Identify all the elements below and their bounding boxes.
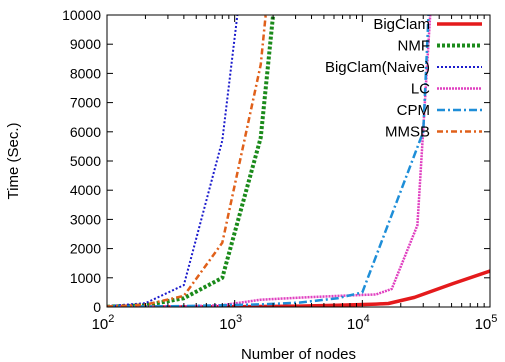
x-tick-exponent: 3 [236,313,242,325]
legend-label: LC [411,81,430,98]
axis-ticks: 0 1000 2000 3000 4000 5000 6000 7000 8000 9000 100… [62,7,497,333]
plot-series-layer [107,15,490,307]
y-tick-label: 7000 [70,95,101,111]
x-tick-label: 104 [347,313,370,333]
y-tick-label: 1000 [70,270,101,286]
y-tick-label: 9000 [70,36,101,52]
legend-label: NMF [398,38,431,55]
y-tick-label: 10000 [62,7,101,23]
series-line-bigclam-naive [107,15,239,307]
legend-label: CPM [397,102,430,119]
y-tick-label: 4000 [70,182,101,198]
legend-label: MMSB [385,124,430,141]
y-tick-label: 0 [93,299,101,315]
x-tick-label: 103 [219,313,242,333]
x-tick-exponent: 5 [491,313,497,325]
y-tick-label: 8000 [70,65,101,81]
legend-label: BigClam(Naive) [325,59,430,76]
x-tick-label: 102 [92,313,115,333]
plot-frame [106,14,491,308]
legend: BigClam NMF BigClam(Naive) LC CPM MMSB [325,16,482,141]
y-tick-label: 2000 [70,241,101,257]
x-tick-exponent: 4 [364,313,370,325]
x-tick-label: 105 [475,313,498,333]
y-tick-label: 6000 [70,124,101,140]
x-tick-exponent: 2 [108,313,114,325]
x-axis-label: Number of nodes [241,346,356,362]
series-line-mmsb [107,15,267,307]
legend-label: BigClam [373,16,430,33]
y-tick-label: 3000 [70,211,101,227]
y-axis-label: Time (Sec.) [5,123,22,200]
series-line-cpm [107,15,430,307]
y-tick-label: 5000 [70,153,101,169]
